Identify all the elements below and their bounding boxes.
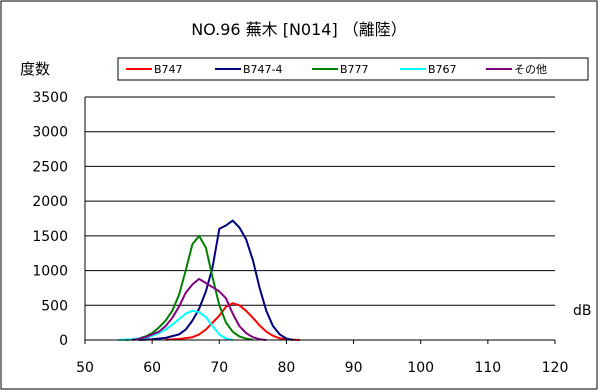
series-line-5: [131, 277, 267, 341]
y-tick-label: 1500: [32, 229, 68, 245]
x-tick-label: 60: [143, 360, 161, 376]
y-axis-label: 度数: [20, 60, 50, 78]
legend-label: B777: [340, 63, 369, 76]
gridlines: [85, 96, 555, 306]
x-tick-label: 70: [210, 360, 228, 376]
y-tick-label: 2000: [32, 194, 68, 210]
y-tick-label: 3500: [32, 90, 68, 106]
x-tick-label: 90: [345, 360, 363, 376]
x-tick-label: 80: [278, 360, 296, 376]
series-line-3: [125, 234, 254, 341]
y-tick-label: 3000: [32, 125, 68, 141]
legend-box: [117, 57, 589, 81]
series-line-2: [138, 219, 294, 341]
legend: B747 B747-4 B777 B767 その他: [117, 57, 589, 81]
y-tick-label: 0: [59, 333, 68, 349]
x-tick-label: 120: [542, 360, 569, 376]
legend-label: その他: [514, 63, 547, 76]
x-axis-unit-label: dB: [573, 303, 592, 319]
y-tick-label: 500: [41, 298, 68, 314]
x-tick-label: 50: [76, 360, 94, 376]
x-tick-label: 110: [474, 360, 501, 376]
plot-area: [118, 219, 300, 341]
chart-title: NO.96 蕪木 [N014] （離陸）: [191, 20, 407, 39]
x-tick-label: 100: [407, 360, 434, 376]
series-line-1: [165, 302, 300, 341]
legend-label: B747: [154, 63, 183, 76]
legend-label: B747-4: [243, 63, 283, 76]
legend-label: B767: [428, 63, 457, 76]
y-tick-label: 2500: [32, 159, 68, 175]
axes: 0 500 1000 1500 2000 2500 3000 3500 50 60 70 80 90 10…: [32, 90, 568, 376]
y-tick-label: 1000: [32, 264, 68, 280]
